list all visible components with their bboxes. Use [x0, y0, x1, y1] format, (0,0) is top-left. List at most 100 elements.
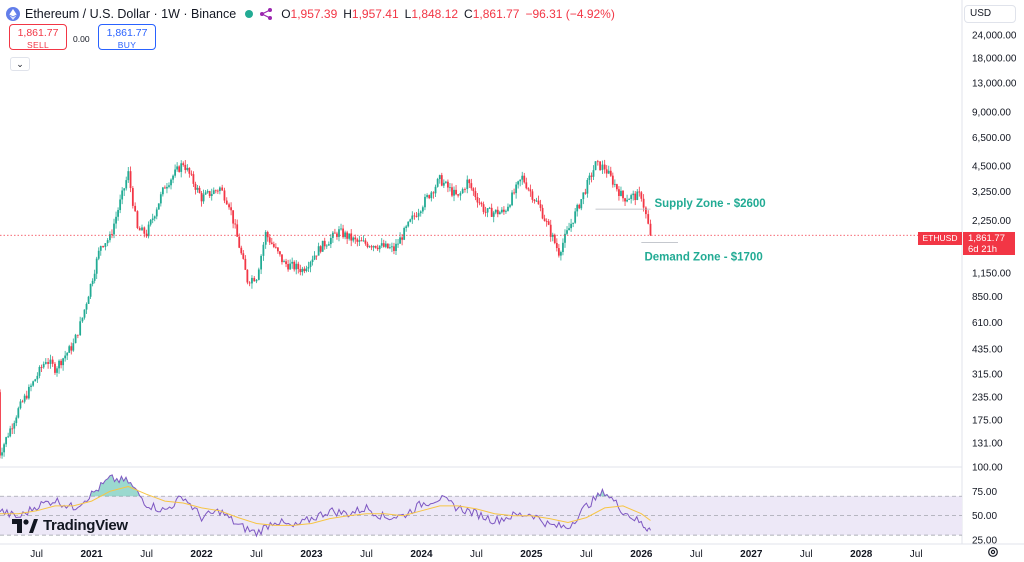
candle-body: [279, 251, 281, 255]
candle-body: [399, 237, 401, 244]
candle-body: [153, 216, 156, 219]
candle-body: [525, 182, 528, 189]
price-axis[interactable]: 131.00 175.00 235.00 315.00 435.00 610.00 850.…: [972, 31, 1017, 450]
candle-body: [315, 255, 318, 257]
candle-body: [374, 245, 377, 248]
candle-body: [432, 192, 435, 194]
candle-body: [611, 175, 614, 185]
candle-body: [295, 263, 298, 270]
candle-body: [38, 366, 41, 376]
candle-body: [588, 175, 591, 180]
candle-body: [645, 207, 647, 215]
candle-body: [455, 189, 457, 195]
candle-body: [382, 243, 385, 247]
candle-body: [270, 242, 273, 244]
price-tick-label: 850.00: [972, 292, 1003, 303]
candle-body: [442, 182, 445, 186]
candle-body: [240, 247, 243, 254]
candle-body: [464, 189, 466, 190]
candle-body: [551, 234, 554, 237]
candle-body: [444, 181, 447, 183]
tradingview-logo[interactable]: TradingView: [12, 517, 128, 534]
candle-body: [313, 255, 316, 260]
gear-icon[interactable]: [987, 546, 999, 558]
candle-body: [125, 180, 128, 189]
high-value: 1,957.41: [351, 7, 399, 21]
time-tick-label: Jul: [140, 549, 153, 560]
candle-body: [319, 246, 322, 252]
candle-body: [204, 192, 207, 195]
candle-body: [393, 246, 395, 251]
candle-body: [93, 273, 96, 281]
time-tick-label: Jul: [910, 549, 923, 560]
candle-body: [206, 191, 209, 193]
candle-body: [174, 169, 176, 176]
time-tick-label: Jul: [360, 549, 373, 560]
time-tick-label: 2021: [80, 549, 103, 560]
price-tick-label: 18,000.00: [972, 53, 1017, 64]
price-tick-label: 235.00: [972, 393, 1003, 404]
candle-body: [170, 179, 172, 186]
candle-body: [136, 211, 139, 228]
candle-body: [131, 188, 134, 206]
candle-body: [317, 246, 320, 256]
rsi-tick-label: 50.00: [972, 511, 997, 522]
currency-selector[interactable]: USD: [964, 5, 1016, 23]
candle-body: [42, 363, 45, 368]
candle-body: [533, 199, 536, 201]
candle-body: [419, 211, 422, 214]
candle-body: [321, 240, 324, 252]
candle-body: [470, 183, 473, 189]
candle-body: [297, 263, 300, 270]
time-axis[interactable]: Jul 2021 Jul 2022 Jul 2023 Jul 2024 Jul 2025 Jul 20…: [30, 549, 922, 560]
candle-body: [70, 346, 73, 351]
candle-body: [438, 175, 441, 180]
time-tick-label: 2028: [850, 549, 873, 560]
candle-body: [13, 423, 16, 429]
time-tick-label: 2023: [300, 549, 323, 560]
compare-icon[interactable]: [259, 7, 273, 21]
candle-body: [570, 223, 572, 229]
price-pane: [0, 159, 962, 459]
candle-body: [496, 209, 499, 215]
candle-body: [632, 193, 635, 196]
chevron-down-icon[interactable]: ⌄: [10, 57, 30, 71]
candle-body: [138, 227, 141, 231]
rsi-band: [0, 496, 962, 536]
buy-button[interactable]: 1,861.77 BUY: [98, 24, 156, 50]
candle-body: [19, 401, 22, 409]
candle-body: [228, 204, 230, 208]
candle-body: [434, 186, 437, 194]
eth-icon: [6, 7, 20, 21]
symbol-title[interactable]: Ethereum / U.S. Dollar · 1W · Binance: [25, 7, 237, 21]
candle-body: [291, 261, 294, 264]
candle-body: [166, 186, 168, 189]
candle-body: [626, 199, 628, 202]
candle-body: [47, 362, 49, 364]
candle-body: [417, 213, 420, 217]
candle-body: [426, 195, 428, 197]
candle-body: [212, 190, 215, 194]
candle-body: [453, 189, 455, 196]
sell-label: SELL: [27, 40, 49, 50]
open-value: 1,957.39: [290, 7, 338, 21]
candle-body: [628, 199, 631, 200]
candle-body: [129, 171, 132, 189]
candle-body: [549, 224, 552, 237]
sell-button[interactable]: 1,861.77 SELL: [9, 24, 67, 50]
candle-body: [603, 164, 606, 170]
candle-body: [560, 252, 562, 256]
candle-body: [484, 211, 487, 213]
candle-body: [523, 175, 526, 183]
candle-body: [260, 255, 263, 270]
candle-body: [66, 352, 69, 356]
candle-body: [7, 436, 10, 438]
candle-body: [23, 395, 26, 402]
candle-body: [311, 259, 314, 263]
candle-body: [81, 317, 84, 322]
rsi-tick-label: 25.00: [972, 536, 997, 547]
candle-body: [68, 346, 71, 353]
candle-body: [376, 247, 379, 250]
candle-body: [99, 246, 102, 251]
